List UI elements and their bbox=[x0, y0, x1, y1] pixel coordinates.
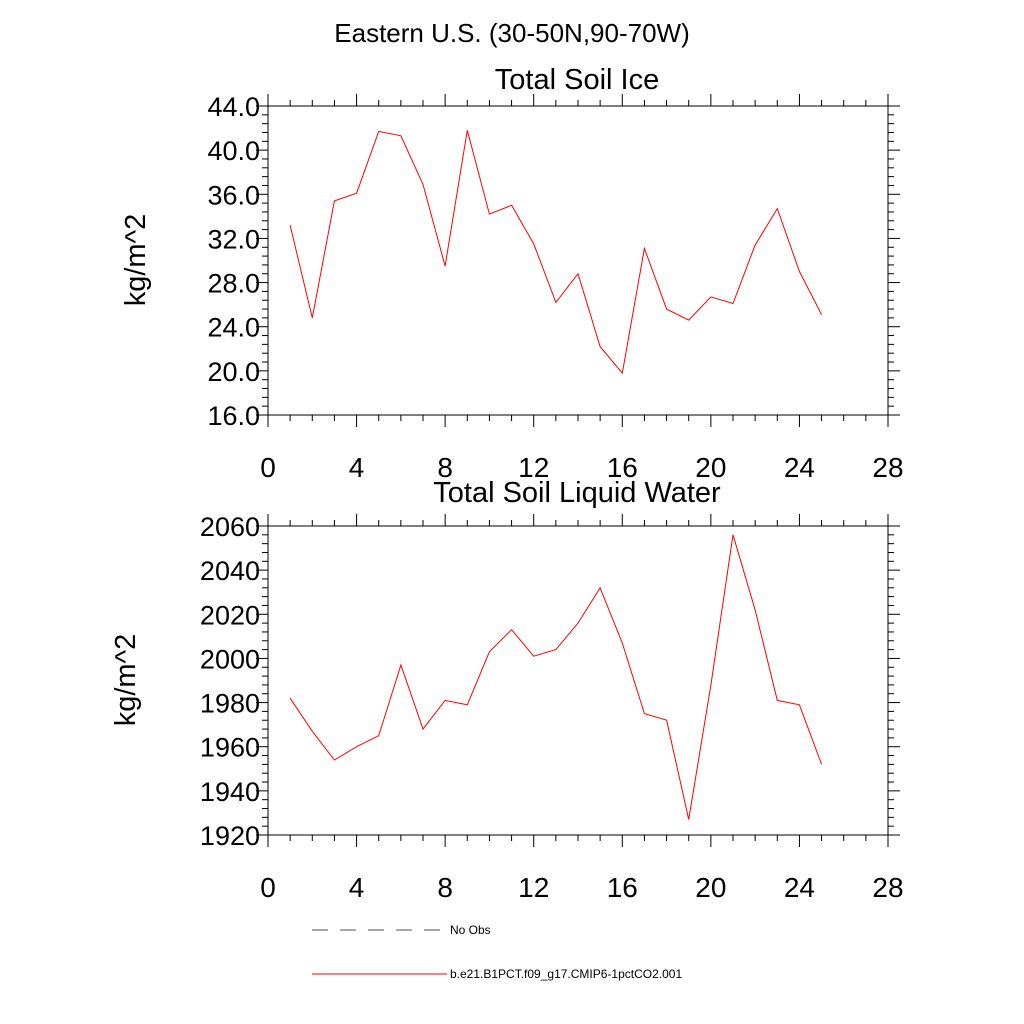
x-tick-label: 4 bbox=[349, 452, 365, 483]
x-tick-label: 4 bbox=[349, 872, 365, 903]
plot-frame-soil-liquid-water bbox=[267, 525, 889, 836]
y-tick-label: 44.0 bbox=[207, 92, 260, 122]
x-tick-label: 28 bbox=[872, 452, 903, 483]
y-tick-label: 20.0 bbox=[207, 357, 260, 387]
legend: No Obs b.e21.B1PCT.f09_g17.CMIP6-1pctCO2… bbox=[312, 923, 682, 981]
x-tick-label: 12 bbox=[518, 452, 549, 483]
x-tick-label: 16 bbox=[607, 452, 638, 483]
y-tick-label: 2060 bbox=[200, 512, 260, 542]
legend-label-model-run: b.e21.B1PCT.f09_g17.CMIP6-1pctCO2.001 bbox=[450, 967, 682, 981]
y-axis-label-soil-liquid-water: kg/m^2 bbox=[110, 634, 142, 727]
y-tick-label: 24.0 bbox=[207, 313, 260, 343]
x-tick-label: 8 bbox=[437, 452, 453, 483]
plot-panel-soil-ice: Total Soil Ice kg/m^2 0 4 8 12 16 20 24 28 16.0 2… bbox=[120, 64, 904, 483]
x-tick-label: 28 bbox=[872, 872, 903, 903]
y-tick-label: 1960 bbox=[200, 733, 260, 763]
x-tick-label: 0 bbox=[260, 452, 276, 483]
series-line-soil-ice bbox=[289, 130, 823, 375]
panel-title-soil-ice: Total Soil Ice bbox=[495, 64, 659, 96]
x-tick-label: 20 bbox=[695, 872, 726, 903]
legend-label-no-obs: No Obs bbox=[450, 923, 491, 937]
y-tick-label: 16.0 bbox=[207, 401, 260, 431]
x-tick-label: 24 bbox=[784, 452, 815, 483]
x-tick-label: 16 bbox=[607, 872, 638, 903]
x-tick-label: 8 bbox=[437, 872, 453, 903]
y-tick-label: 1940 bbox=[200, 777, 260, 807]
plot-panel-soil-liquid-water: Total Soil Liquid Water kg/m^2 0 4 8 12 16 20… bbox=[110, 477, 904, 903]
figure-suptitle: Eastern U.S. (30-50N,90-70W) bbox=[334, 18, 689, 48]
x-tick-label: 24 bbox=[784, 872, 815, 903]
y-tick-label: 36.0 bbox=[207, 180, 260, 210]
y-axis-label-soil-ice: kg/m^2 bbox=[120, 214, 152, 307]
y-tick-label: 32.0 bbox=[207, 224, 260, 254]
y-tick-label: 1980 bbox=[200, 689, 260, 719]
y-tick-label: 40.0 bbox=[207, 136, 260, 166]
y-tick-label: 28.0 bbox=[207, 269, 260, 299]
y-tick-label: 1920 bbox=[200, 821, 260, 851]
y-tick-label: 2000 bbox=[200, 644, 260, 674]
series-line-soil-liquid-water bbox=[289, 534, 823, 820]
y-tick-label: 2040 bbox=[200, 556, 260, 586]
x-tick-label: 20 bbox=[695, 452, 726, 483]
y-tick-label: 2020 bbox=[200, 600, 260, 630]
x-tick-label: 12 bbox=[518, 872, 549, 903]
plot-frame-soil-ice bbox=[267, 105, 889, 416]
x-tick-label: 0 bbox=[260, 872, 276, 903]
panel-title-soil-liquid-water: Total Soil Liquid Water bbox=[433, 477, 721, 509]
